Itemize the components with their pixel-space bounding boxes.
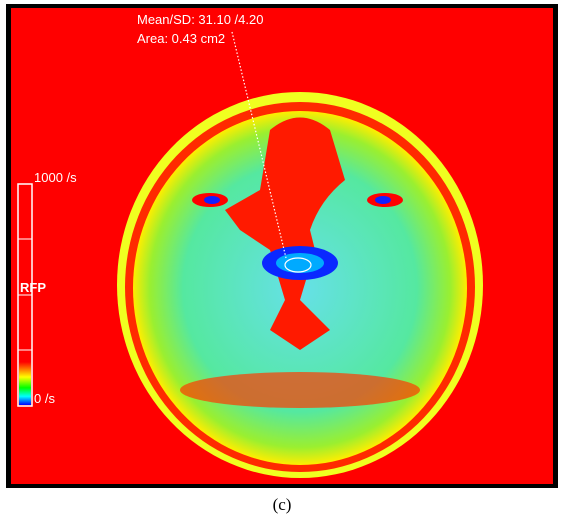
caption: (c): [273, 495, 292, 514]
roi-mean-sd: Mean/SD: 31.10 /4.20: [137, 12, 263, 27]
page: Mean/SD: 31.10 /4.20 Area: 0.43 cm2 1000…: [0, 0, 564, 523]
scale-min-label: 0 /s: [34, 391, 55, 406]
roi-area: Area: 0.43 cm2: [137, 31, 225, 46]
scale-name: RFP: [20, 280, 46, 295]
scale-max-label: 1000 /s: [34, 170, 77, 185]
figure: Mean/SD: 31.10 /4.20 Area: 0.43 cm2 1000…: [0, 0, 564, 523]
